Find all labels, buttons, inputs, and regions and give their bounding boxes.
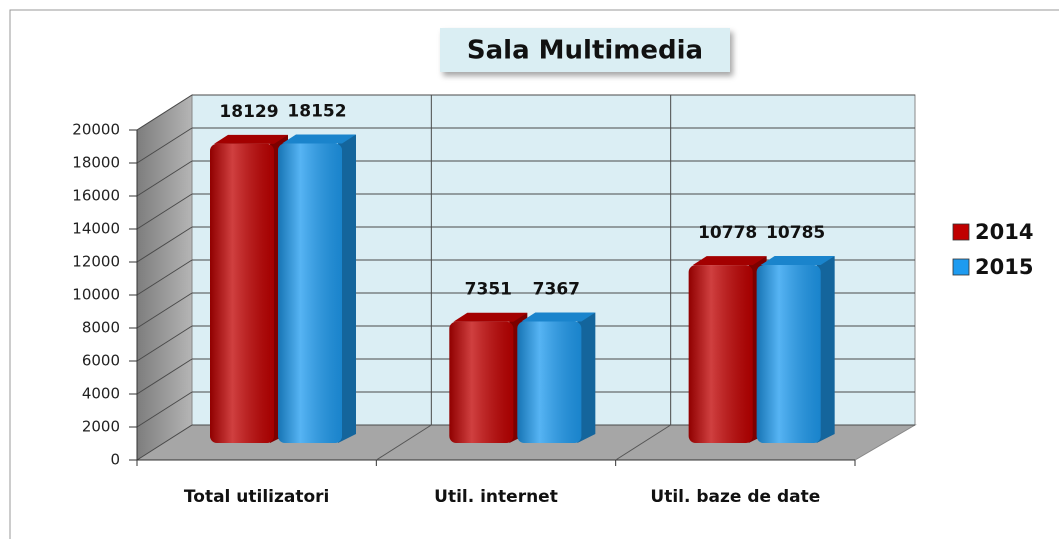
side-grid-line [136, 391, 193, 428]
x-tick-label: Util. internet [434, 487, 558, 507]
value-label: 10785 [766, 223, 825, 243]
bar-side [338, 134, 356, 443]
bar-shine [449, 321, 514, 443]
value-label: 7351 [465, 280, 512, 300]
x-tick-label: Total utilizatori [184, 487, 329, 507]
x-tick-label: Util. baze de date [650, 487, 820, 507]
y-tick-label: 2000 [82, 418, 120, 436]
y-tick-label: 4000 [82, 385, 120, 403]
frame [9, 9, 1059, 539]
bar-top [282, 134, 356, 144]
y-tick-label: 8000 [82, 319, 120, 337]
side-grid-line [136, 127, 193, 164]
bar-top [214, 134, 288, 144]
side-grid-line [136, 325, 193, 362]
y-tick-label: 12000 [72, 253, 120, 271]
side-grid-line [136, 259, 193, 296]
y-tick-label: 16000 [72, 187, 120, 205]
y-tick-label: 0 [110, 451, 120, 469]
y-tick-label: 10000 [72, 286, 120, 304]
y-tick-label: 20000 [72, 121, 120, 139]
bar-shine [688, 265, 753, 443]
bar-shine [278, 143, 342, 443]
side-grid-line [136, 226, 193, 263]
value-label: 18152 [287, 101, 346, 121]
value-label: 18129 [219, 102, 278, 122]
bar-top [760, 256, 835, 266]
bar-shine [756, 265, 821, 443]
legend-label: 2015 [975, 255, 1033, 279]
value-label: 7367 [533, 279, 580, 299]
bar-shine [210, 143, 274, 443]
bar-top [521, 312, 596, 322]
chart-title: Sala Multimedia [467, 36, 703, 66]
side-grid-line [136, 193, 193, 230]
bar-top [453, 312, 528, 322]
side-grid-line [136, 424, 193, 461]
legend-swatch [952, 223, 970, 241]
value-label: 10778 [698, 223, 757, 243]
legend-swatch [952, 258, 970, 276]
side-grid-line [136, 358, 193, 395]
floor-divider [615, 424, 671, 461]
floor-divider [376, 424, 432, 461]
bar-top [692, 256, 767, 266]
bar-side [816, 256, 835, 443]
side-grid-line [136, 160, 193, 197]
side-grid-line [136, 292, 193, 329]
y-tick-label: 18000 [72, 154, 120, 172]
bar-side [577, 312, 596, 443]
bar-shine [517, 321, 582, 443]
y-tick-label: 6000 [82, 352, 120, 370]
title-box [440, 28, 730, 72]
side-grid-line [136, 94, 193, 131]
legend-label: 2014 [975, 220, 1033, 244]
y-tick-label: 14000 [72, 220, 120, 238]
